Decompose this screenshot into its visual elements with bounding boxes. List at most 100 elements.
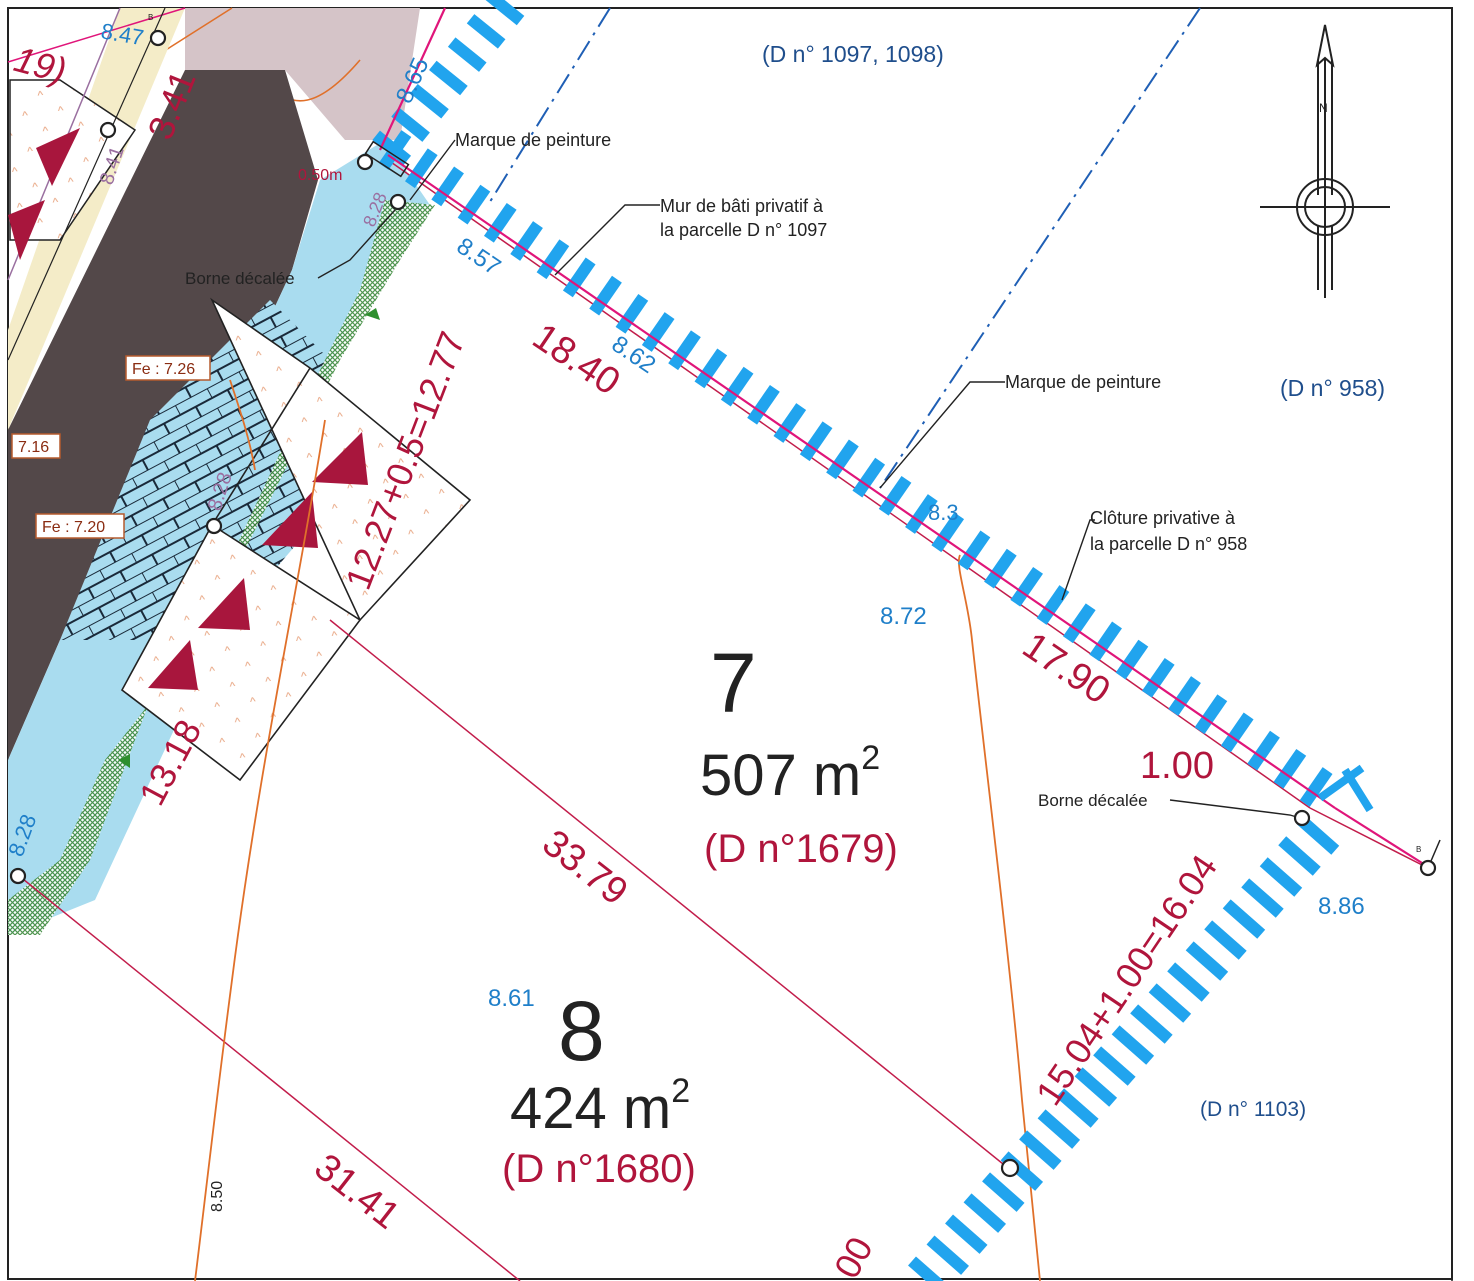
fence-hatch-mark (589, 275, 622, 316)
fence-hatch-mark (1185, 941, 1229, 981)
fence-hatch-mark (1299, 767, 1333, 807)
annotation-wall-line-2: la parcelle D n° 1097 (660, 220, 827, 240)
fence-hatch-mark (1259, 857, 1303, 897)
small-green-marker-2 (118, 754, 130, 768)
neighbor-1103: (D n° 1103) (1200, 1098, 1306, 1121)
fence-hatch-mark (1111, 1025, 1155, 1065)
fence-hatch-mark (1141, 657, 1175, 698)
lot-8-number: 8 (558, 984, 605, 1078)
annotation-paint-mark-2: Marque de peinture (1005, 372, 1161, 392)
lot-7-reference: (D n°1679) (704, 827, 898, 871)
compass-n-label: N (1319, 101, 1328, 115)
floor-level-7-20: Fe : 7.20 (35, 513, 125, 539)
fence-hatch-mark (457, 184, 491, 225)
fence-hatch-mark (826, 439, 859, 480)
dim-1-00: 1.00 (1140, 745, 1214, 787)
fence-hatch-mark (1241, 878, 1284, 918)
svg-text:Fe : 7.26: Fe : 7.26 (132, 361, 195, 378)
fence-hatch-mark (1074, 1067, 1118, 1107)
fence-hatch-mark (510, 221, 543, 261)
fence-hatch-mark (908, 1256, 944, 1281)
fence-hatch-mark (984, 548, 1017, 589)
fence-hatch-mark (926, 1235, 969, 1275)
north-arrow-icon (1260, 24, 1390, 298)
fence-hatch-mark (963, 1193, 1007, 1233)
fence-hatch-mark (852, 457, 886, 498)
fence-hatch-mark (483, 202, 517, 243)
survey-marker-icon (9, 29, 1437, 1178)
fence-end-cap-2 (1341, 767, 1374, 813)
dash-dot-lines (487, 7, 1201, 489)
fence-hatch-mark (1115, 639, 1149, 680)
annotation-wall-line-1: Mur de bâti privatif à (660, 196, 824, 216)
floor-level-7-16: 7.16 (11, 433, 61, 459)
fence-hatch-mark (773, 403, 807, 443)
annotation-paint-mark-1: Marque de peinture (455, 130, 611, 150)
dim-0-50m: 0.50m (298, 167, 342, 184)
floor-level-7-26: Fe : 7.26 (125, 355, 211, 381)
fence-hatch-mark (720, 366, 754, 407)
fence-hatch-mark (1247, 730, 1280, 771)
fence-wall-1097-958 (378, 130, 1333, 807)
fence-hatch-mark (1194, 694, 1228, 735)
fence-hatch-mark (1273, 748, 1307, 789)
neighbor-958: (D n° 958) (1280, 375, 1385, 401)
fence-hatch-mark (982, 1172, 1025, 1212)
fence-hatch-mark (1220, 712, 1254, 753)
fence-hatch-mark (1296, 815, 1340, 855)
annotation-fence-line-2: la parcelle D n° 958 (1090, 534, 1247, 554)
fence-hatch-mark (799, 421, 833, 462)
fence-hatch-mark (1093, 1046, 1136, 1086)
fence-hatch-mark (1019, 1130, 1062, 1170)
fence-hatch-mark (431, 166, 464, 207)
fence-hatch-mark (1278, 836, 1321, 876)
fence-hatch-mark (391, 107, 430, 142)
elev-8-72: 8.72 (880, 603, 927, 630)
fence-hatch-mark (485, 0, 525, 26)
fence-hatch-mark (1089, 621, 1122, 662)
fence-hatch-mark (1010, 566, 1043, 607)
lot-8-area: 424 m2 (510, 1072, 690, 1141)
annotation-borne-1: Borne décalée (185, 269, 295, 288)
fence-1103 (908, 815, 1340, 1281)
fence-hatch-mark (447, 37, 487, 72)
fence-hatch-mark (878, 475, 912, 516)
fence-hatch-mark (1130, 1004, 1173, 1044)
fence-hatch-mark (931, 512, 965, 553)
neighbor-1097-1098: (D n° 1097, 1098) (762, 41, 944, 67)
fence-hatch-mark (1167, 962, 1210, 1002)
small-green-marker (365, 308, 380, 320)
paint-mark-box (364, 140, 410, 178)
fence-hatch-mark (410, 84, 449, 119)
annotation-borne-2: Borne décalée (1038, 791, 1148, 810)
fence-hatch-mark (466, 14, 506, 49)
fence-hatch-mark (957, 530, 991, 571)
fence-hatch-mark (668, 330, 701, 371)
fence-hatch-mark (1222, 899, 1266, 939)
fence-hatch-mark (536, 239, 570, 280)
fence-hatch-mark (1063, 603, 1096, 644)
fence-hatch-mark (429, 60, 468, 96)
fence-hatch-mark (694, 348, 728, 389)
fence-hatch-mark (1037, 1109, 1081, 1149)
fence-hatch-mark (1204, 920, 1247, 960)
fence-magenta-lines (378, 7, 1431, 869)
lot-7-number: 7 (710, 636, 757, 730)
elev-8-86: 8.86 (1318, 893, 1365, 920)
fence-end-cap (1317, 764, 1365, 802)
fence-hatch-mark (1056, 1088, 1099, 1128)
annotation-fence-line-1: Clôture privative à (1090, 508, 1236, 528)
lot-7-area: 507 m2 (700, 739, 880, 808)
small-mark-b-1: B (148, 13, 153, 22)
lot-8-reference: (D n°1680) (502, 1147, 696, 1191)
fence-hatch-mark (615, 293, 649, 334)
slope-arrow-icon (8, 128, 368, 690)
fence-hatch-mark (945, 1214, 988, 1254)
elev-8-61: 8.61 (488, 985, 535, 1012)
fence-hatch-mark (562, 257, 596, 298)
fence-hatch-mark (1036, 585, 1070, 625)
fence-hatch-mark (747, 384, 780, 425)
elev-8-50: 8.50 (209, 1181, 226, 1212)
fence-hatch-mark (405, 148, 438, 189)
fence-hatch-mark (372, 130, 412, 166)
